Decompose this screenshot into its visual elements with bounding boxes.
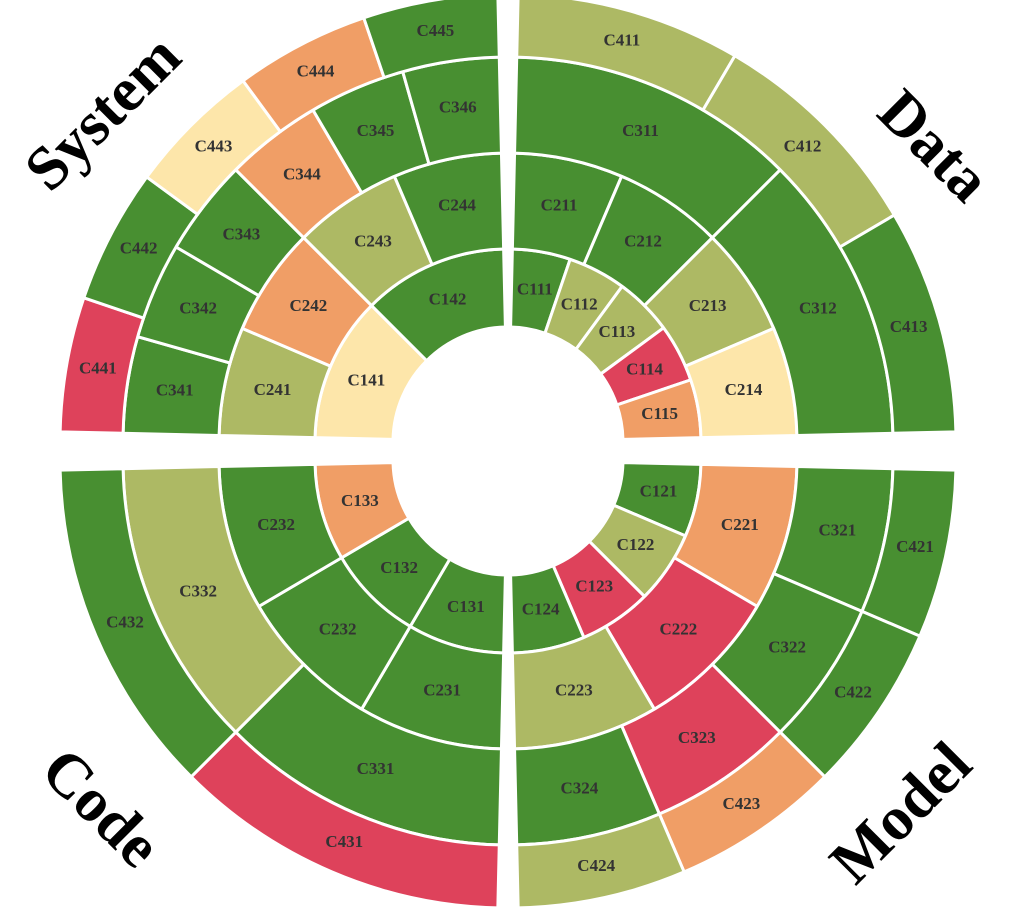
segment-label-c322: C322 [768, 638, 806, 657]
segment-label-c432: C432 [106, 613, 144, 632]
segment-label-c331: C331 [357, 759, 395, 778]
segment-label-c213: C213 [689, 296, 727, 315]
segment-label-c344: C344 [283, 164, 321, 183]
segment-label-c121: C121 [640, 482, 678, 501]
segment-label-c211: C211 [541, 195, 578, 214]
segment-label-c214: C214 [725, 380, 763, 399]
segment-label-c123: C123 [575, 576, 613, 595]
segments-layer [58, 0, 958, 910]
segment-label-c441: C441 [79, 358, 117, 377]
segment-label-c423: C423 [722, 794, 760, 813]
segment-label-c111: C111 [517, 279, 553, 298]
quadrant-labels: Data Model Code System [12, 22, 1003, 897]
segment-label-c342: C342 [179, 298, 217, 317]
quadrant-label-code: Code [28, 735, 174, 881]
segment-c445 [361, 0, 501, 80]
segment-label-c212: C212 [624, 231, 662, 250]
segment-label-c223: C223 [555, 681, 593, 700]
segment-label-c413: C413 [890, 317, 928, 336]
segment-label-c115: C115 [641, 404, 678, 423]
segment-label-c231: C231 [423, 681, 461, 700]
segment-label-c332: C332 [179, 581, 217, 600]
segment-label-c424: C424 [577, 856, 615, 875]
segment-label-c133: C133 [341, 491, 379, 510]
segment-label-c242: C242 [289, 296, 327, 315]
segment-label-c131: C131 [447, 597, 485, 616]
segment-label-c421: C421 [896, 537, 934, 556]
segment-label-c346: C346 [439, 98, 477, 117]
segment-label-c142: C142 [429, 289, 467, 308]
segment-label-c341: C341 [156, 381, 194, 400]
segment-label-c311: C311 [622, 121, 659, 140]
segment-label-c222: C222 [660, 619, 698, 638]
segment-label-c431: C431 [325, 832, 363, 851]
segment-label-c444: C444 [297, 62, 335, 81]
segment-label-c312: C312 [799, 298, 837, 317]
segment-label-c124: C124 [522, 599, 560, 618]
quadrant-label-data: Data [865, 77, 1003, 215]
segment-label-c122: C122 [617, 535, 655, 554]
segment-label-c422: C422 [834, 682, 872, 701]
segment-label-c141: C141 [348, 370, 386, 389]
segment-label-c445: C445 [416, 21, 454, 40]
segment-label-c232: C232 [319, 619, 357, 638]
segment-label-c232: C232 [257, 515, 295, 534]
segment-label-c411: C411 [603, 30, 640, 49]
segment-label-c221: C221 [721, 515, 759, 534]
segment-label-c443: C443 [195, 136, 233, 155]
segment-c424 [515, 812, 687, 910]
segment-label-c324: C324 [560, 778, 598, 797]
segment-label-c112: C112 [561, 294, 598, 313]
segment-label-c321: C321 [818, 520, 856, 539]
segment-label-c241: C241 [254, 380, 292, 399]
segment-c413 [837, 213, 958, 435]
segment-label-c442: C442 [120, 238, 158, 257]
segment-label-c113: C113 [598, 322, 635, 341]
segment-label-c243: C243 [354, 231, 392, 250]
segment-label-c345: C345 [357, 121, 395, 140]
segment-label-c343: C343 [223, 225, 261, 244]
segment-label-c114: C114 [626, 360, 663, 379]
segment-label-c244: C244 [438, 195, 476, 214]
segment-label-c323: C323 [678, 728, 716, 747]
segment-label-c412: C412 [784, 136, 822, 155]
segment-label-c132: C132 [380, 558, 418, 577]
segment-c432 [58, 467, 238, 779]
